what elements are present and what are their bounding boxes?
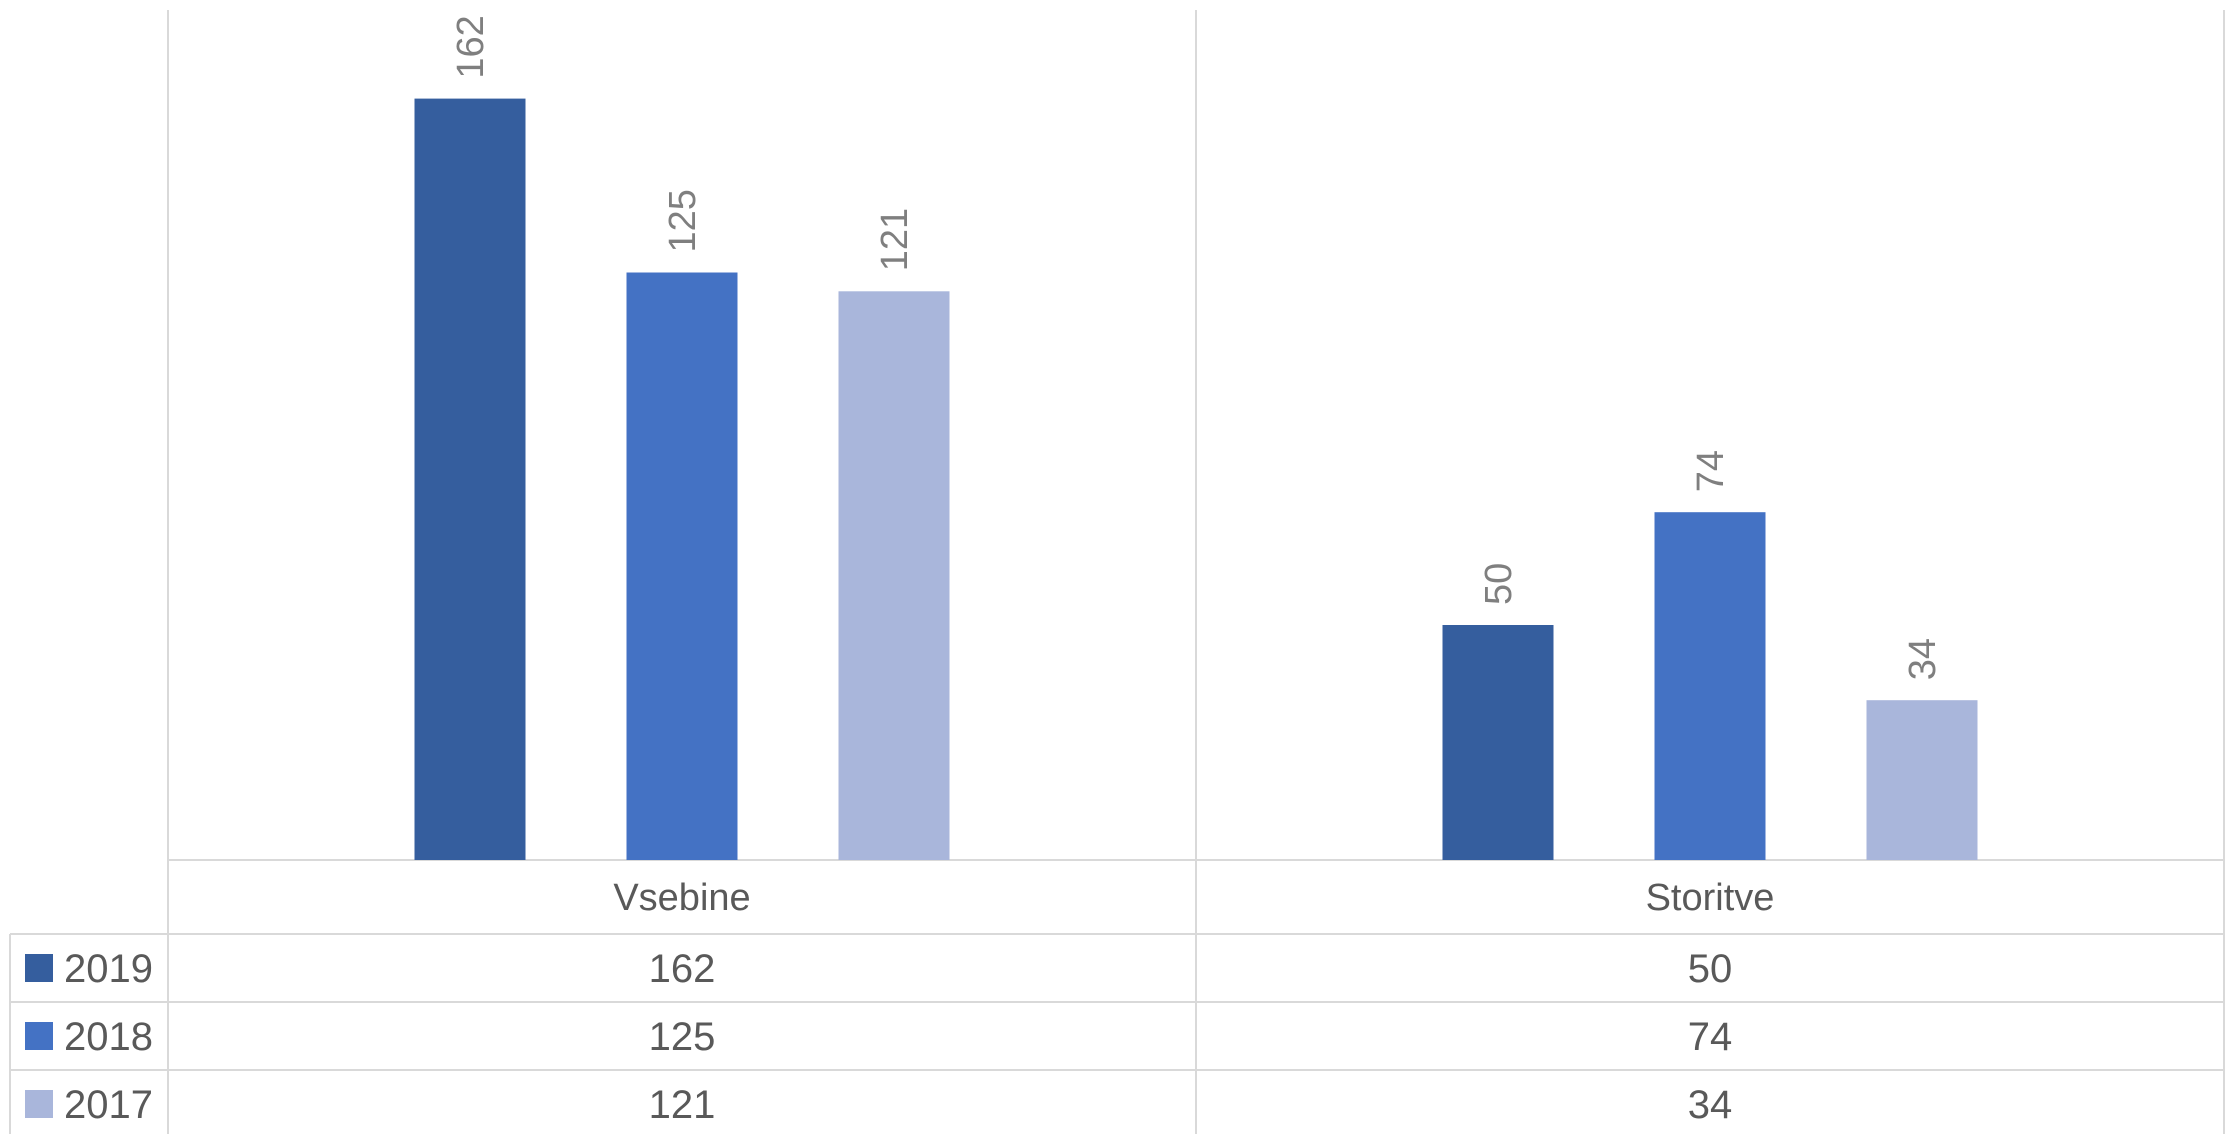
bar-2019-Vsebine — [414, 98, 526, 861]
data-label-2018-Storitve: 74 — [1690, 450, 1732, 492]
legend-label-2017: 2017 — [64, 1083, 153, 1127]
category-label-Storitve: Storitve — [1646, 877, 1775, 919]
bar-2018-Storitve — [1654, 512, 1766, 860]
data-label-2017-Vsebine: 121 — [874, 208, 916, 271]
bar-2019-Storitve — [1442, 625, 1554, 860]
data-label-2018-Vsebine: 125 — [662, 189, 704, 252]
table-cell-2019-Storitve: 50 — [1688, 947, 1733, 991]
legend-key-2017 — [25, 1090, 53, 1118]
legend-label-2018: 2018 — [64, 1015, 153, 1059]
legend-key-2019 — [25, 954, 53, 982]
bars — [414, 98, 1978, 861]
table-cell-2018-Vsebine: 125 — [649, 1015, 716, 1059]
data-labels: 162 125 121 50 74 34 — [450, 15, 1944, 680]
bar-2017-Vsebine — [838, 291, 950, 860]
category-label-Vsebine: Vsebine — [613, 877, 750, 919]
legend-key-2018 — [25, 1022, 53, 1050]
data-label-2019-Storitve: 50 — [1478, 563, 1520, 605]
table-cell-2018-Storitve: 74 — [1688, 1015, 1733, 1059]
bar-2017-Storitve — [1866, 700, 1978, 860]
data-label-2017-Storitve: 34 — [1902, 638, 1944, 680]
data-table: Vsebine Storitve 2019 162 50 2018 125 74 2017 121… — [9, 877, 2224, 1134]
legend-label-2019: 2019 — [64, 947, 153, 991]
table-cell-2019-Vsebine: 162 — [649, 947, 716, 991]
table-cell-2017-Storitve: 34 — [1688, 1083, 1733, 1127]
table-cell-2017-Vsebine: 121 — [649, 1083, 716, 1127]
data-label-2019-Vsebine: 162 — [450, 15, 492, 78]
bar-2018-Vsebine — [626, 272, 738, 860]
